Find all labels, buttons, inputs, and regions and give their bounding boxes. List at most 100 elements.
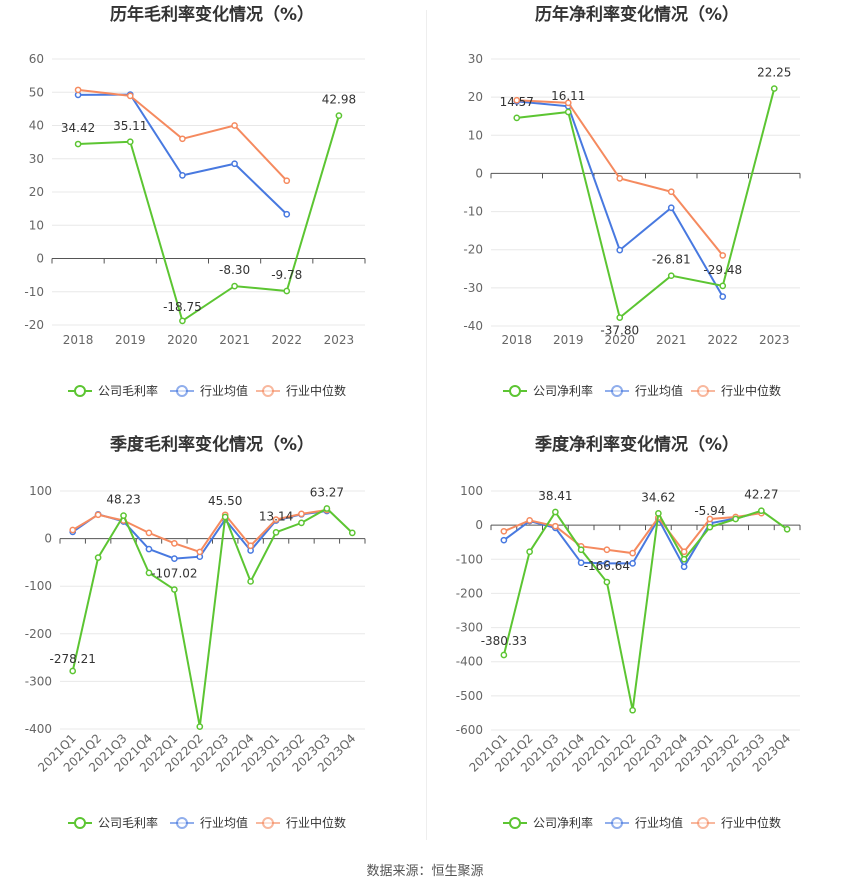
- data-point-median: [272, 516, 280, 523]
- data-label: -8.30: [219, 263, 250, 277]
- data-point-median: [680, 548, 688, 556]
- data-point-median: [706, 515, 714, 523]
- data-point-median: [552, 522, 559, 530]
- chart-quarterly-net-margin: 季度净利率变化情况（%） 100 0 -100 -200 -300 -400 -500 -600…: [425, 425, 850, 855]
- legend-marker: [697, 817, 709, 829]
- y-tick-label: 0: [475, 166, 483, 180]
- data-point-avg: [179, 172, 186, 179]
- y-tick-label: -300: [25, 674, 52, 688]
- data-label: 48.23: [106, 493, 140, 507]
- data-label: -9.78: [271, 268, 302, 282]
- y-tick-label: -500: [456, 689, 483, 703]
- data-label: 42.98: [322, 93, 356, 107]
- data-point-median: [74, 86, 82, 94]
- x-tick-label: 2020: [167, 333, 198, 347]
- legend-marker: [509, 385, 521, 397]
- data-point-company: [783, 525, 791, 533]
- data-point-company: [69, 667, 77, 675]
- data-point-avg: [145, 545, 153, 553]
- data-point-company: [74, 140, 82, 148]
- y-tick-label: 60: [29, 52, 44, 66]
- series-line-median: [77, 88, 288, 182]
- data-point-median: [526, 517, 533, 524]
- data-point-median: [667, 188, 675, 196]
- chart-annual-net-margin-svg: 历年净利率变化情况（%） 30 20 10 0 -10 -20 -30 -40 2018 2019 2…: [463, 4, 801, 398]
- legend-item-median: 行业中位数: [256, 383, 346, 398]
- data-point-company: [513, 114, 521, 122]
- data-point-company: [629, 706, 636, 714]
- series-line-company: [516, 88, 776, 320]
- y-tick-label: 100: [29, 484, 52, 498]
- y-tick-label: -10: [24, 285, 44, 299]
- data-point-company: [500, 651, 508, 659]
- legend-label: 行业均值: [200, 383, 248, 398]
- chart-annual-gross-margin: 历年毛利率变化情况（%） 60 50 40 30 20 10 0 -10 -20 2018 2019 2…: [0, 0, 425, 430]
- legend-item-avg: 行业均值: [170, 815, 248, 830]
- data-label: -37.80: [600, 324, 639, 338]
- data-label: 35.11: [113, 119, 147, 133]
- data-point-company: [179, 317, 186, 325]
- chart-title: 历年毛利率变化情况（%）: [110, 4, 314, 25]
- chart-quarterly-gross-margin-svg: 季度毛利率变化情况（%）1000-100-200-300-4002021Q120…: [25, 434, 366, 830]
- legend-marker: [74, 385, 86, 397]
- y-tick-label: -300: [456, 621, 483, 635]
- data-point-company: [283, 287, 291, 295]
- data-point-median: [500, 527, 508, 535]
- y-tick-label: -600: [456, 723, 483, 737]
- data-point-company: [706, 523, 714, 531]
- data-point-median: [196, 548, 204, 556]
- x-tick-label: 2021: [656, 333, 687, 347]
- data-point-company: [552, 508, 559, 516]
- data-point-company: [196, 723, 204, 730]
- y-tick-label: 20: [468, 90, 483, 104]
- legend-marker: [176, 817, 188, 829]
- x-tick-label: 2021: [219, 333, 250, 347]
- data-point-median: [69, 526, 77, 534]
- data-point-avg: [577, 559, 585, 567]
- data-point-company: [603, 578, 611, 586]
- y-tick-label: 0: [36, 252, 44, 266]
- data-point-median: [171, 540, 178, 547]
- legend-item-company: 公司净利率: [503, 815, 593, 830]
- data-point-company: [145, 569, 153, 577]
- data-label: 45.50: [208, 494, 242, 508]
- y-tick-label: 10: [29, 218, 44, 232]
- data-point-median: [94, 511, 102, 519]
- legend-label: 行业中位数: [286, 383, 346, 398]
- data-point-company: [526, 548, 533, 556]
- legend-marker: [262, 817, 274, 829]
- x-tick-label: 2023: [759, 333, 790, 347]
- data-point-company: [758, 507, 765, 515]
- data-point-avg: [231, 160, 238, 168]
- legend-label: 公司净利率: [533, 815, 593, 830]
- data-point-median: [564, 99, 572, 107]
- legend-marker: [697, 385, 709, 397]
- data-label: 38.41: [538, 489, 572, 503]
- legend-item-company: 公司净利率: [503, 383, 593, 398]
- data-point-avg: [680, 563, 688, 571]
- y-tick-label: -30: [463, 281, 483, 295]
- data-point-median: [629, 549, 636, 557]
- legend-item-company: 公司毛利率: [68, 383, 158, 398]
- y-tick-label: 0: [44, 532, 52, 546]
- legend-item-median: 行业中位数: [691, 815, 781, 830]
- series-line-avg: [503, 511, 762, 569]
- data-point-avg: [629, 560, 636, 567]
- x-tick-label: 2018: [63, 333, 94, 347]
- data-point-avg: [171, 555, 178, 562]
- data-point-company: [231, 282, 238, 290]
- data-point-company: [616, 314, 624, 321]
- data-point-company: [719, 282, 727, 290]
- data-label: 16.11: [551, 89, 585, 103]
- chart-title: 历年净利率变化情况（%）: [535, 4, 739, 25]
- y-tick-label: 30: [29, 152, 44, 166]
- data-point-company: [126, 138, 134, 146]
- legend-item-avg: 行业均值: [605, 815, 683, 830]
- y-tick-label: -100: [456, 552, 483, 566]
- data-point-company: [564, 108, 572, 116]
- y-tick-label: 40: [29, 119, 44, 133]
- y-tick-label: -400: [25, 722, 52, 736]
- data-point-company: [770, 85, 778, 92]
- y-tick-label: -40: [463, 319, 483, 333]
- vertical-divider: [426, 10, 427, 840]
